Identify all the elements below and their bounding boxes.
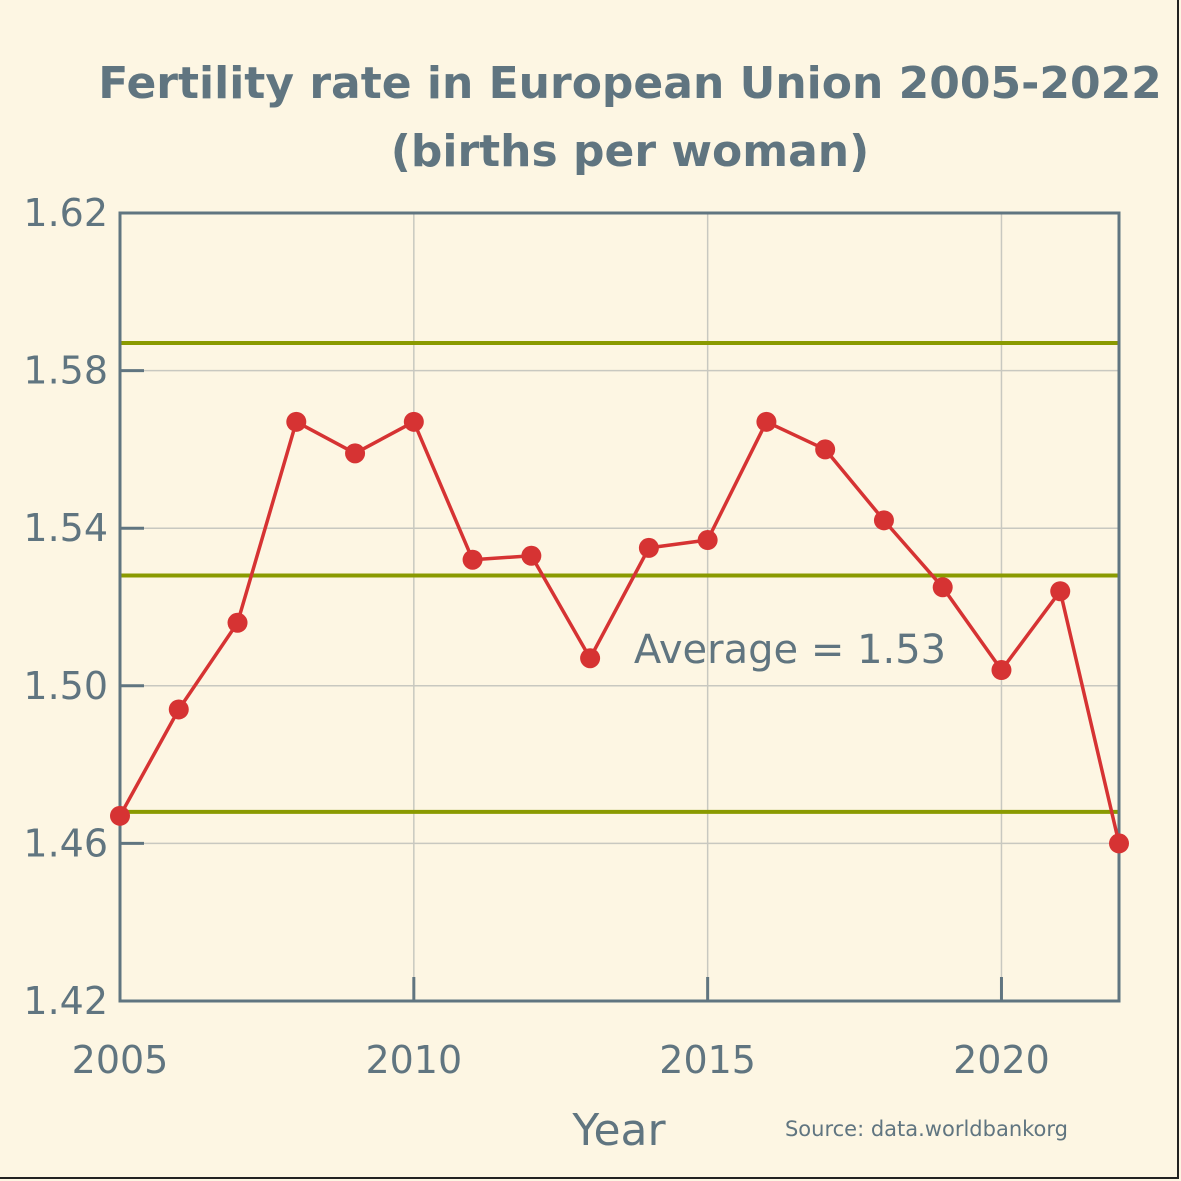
chart-title-line2: (births per woman) bbox=[391, 126, 869, 177]
series-line-group bbox=[118, 420, 1121, 844]
y-tick-label: 1.58 bbox=[23, 349, 108, 393]
y-tick-label: 1.62 bbox=[23, 191, 108, 235]
data-point bbox=[756, 411, 777, 432]
data-point bbox=[580, 648, 601, 669]
x-tick-labels: 2005 2010 2015 2020 bbox=[72, 1038, 1050, 1082]
data-point bbox=[286, 411, 307, 432]
y-tick-label: 1.46 bbox=[23, 821, 108, 865]
data-point bbox=[1109, 833, 1129, 854]
x-tick-label: 2010 bbox=[365, 1038, 462, 1082]
plot-frame bbox=[118, 211, 1121, 1003]
data-point bbox=[1050, 581, 1071, 602]
x-axis-title: Year bbox=[571, 1105, 666, 1156]
x-tick-label: 2015 bbox=[659, 1038, 756, 1082]
x-tick-label: 2020 bbox=[953, 1038, 1050, 1082]
average-annotation: Average = 1.53 bbox=[634, 627, 946, 673]
data-point bbox=[815, 439, 836, 460]
data-point bbox=[110, 805, 130, 826]
data-point bbox=[873, 510, 894, 531]
data-point bbox=[932, 577, 953, 598]
y-tick-label: 1.50 bbox=[23, 664, 108, 708]
data-point bbox=[697, 530, 718, 551]
source-note: Source: data.worldbankorg bbox=[785, 1117, 1068, 1141]
data-point bbox=[403, 411, 424, 432]
y-tick-label: 1.54 bbox=[23, 506, 108, 550]
x-tick-label: 2005 bbox=[72, 1038, 169, 1082]
data-point bbox=[345, 443, 366, 464]
series-line bbox=[118, 420, 1121, 844]
data-point bbox=[168, 699, 189, 720]
data-point bbox=[521, 545, 542, 566]
data-point bbox=[638, 537, 659, 558]
axes bbox=[118, 211, 1121, 1003]
y-tick-label: 1.42 bbox=[23, 979, 108, 1023]
y-tick-labels: 1.42 1.46 1.50 1.54 1.58 1.62 bbox=[23, 191, 108, 1023]
data-point bbox=[991, 660, 1012, 681]
data-points bbox=[110, 411, 1129, 854]
grid bbox=[120, 213, 1119, 1001]
data-point bbox=[227, 612, 248, 633]
reference-lines bbox=[120, 341, 1119, 814]
chart-title-line1: Fertility rate in European Union 2005-20… bbox=[98, 58, 1162, 109]
data-point bbox=[462, 549, 483, 570]
